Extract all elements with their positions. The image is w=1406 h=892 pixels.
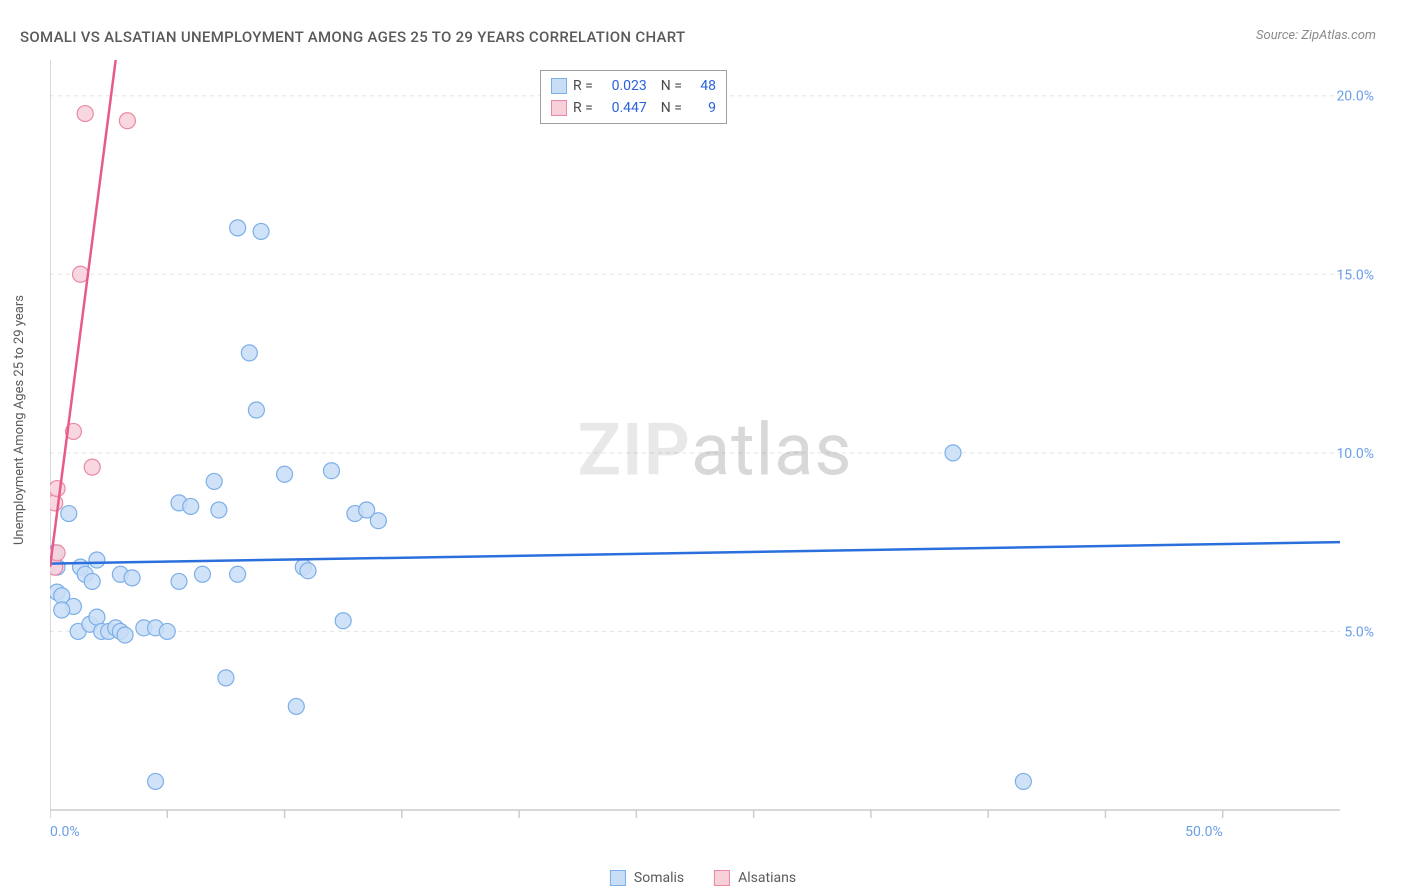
source-attribution: Source: ZipAtlas.com [1256,28,1376,43]
chart-title: SOMALI VS ALSATIAN UNEMPLOYMENT AMONG AG… [20,28,685,46]
legend-swatch [714,870,730,886]
series-legend-item: Somalis [610,870,684,886]
legend-swatch [551,78,567,94]
legend-n-value: 9 [688,97,716,119]
legend-n-value: 48 [688,75,716,97]
svg-text:15.0%: 15.0% [1336,267,1374,283]
scatter-plot: 5.0% 10.0% 15.0% 20.0% 0.0% 50.0% [50,60,1380,840]
legend-row: R = 0.447 N = 9 [551,97,716,119]
legend-n-label: N = [661,75,682,97]
series-legend-label: Alsatians [738,870,796,886]
legend-r-label: R = [573,75,593,97]
legend-r-label: R = [573,97,593,119]
legend-r-value: 0.447 [599,97,647,119]
svg-text:20.0%: 20.0% [1336,89,1374,105]
legend-swatch [551,100,567,116]
series-legend-item: Alsatians [714,870,796,886]
svg-text:5.0%: 5.0% [1344,624,1374,640]
y-axis-label: Unemployment Among Ages 25 to 29 years [12,295,27,545]
correlation-legend: R = 0.023 N = 48 R = 0.447 N = 9 [540,70,727,124]
series-legend: Somalis Alsatians [610,870,796,886]
legend-swatch [610,870,626,886]
svg-text:50.0%: 50.0% [1185,824,1223,840]
svg-text:0.0%: 0.0% [50,824,80,840]
svg-text:10.0%: 10.0% [1336,446,1374,462]
series-legend-label: Somalis [634,870,684,886]
legend-n-label: N = [661,97,682,119]
legend-row: R = 0.023 N = 48 [551,75,716,97]
chart-area: ZIPatlas 5.0%10.0%15.0%20.0%0.0%50.0% R … [50,60,1380,840]
legend-r-value: 0.023 [599,75,647,97]
